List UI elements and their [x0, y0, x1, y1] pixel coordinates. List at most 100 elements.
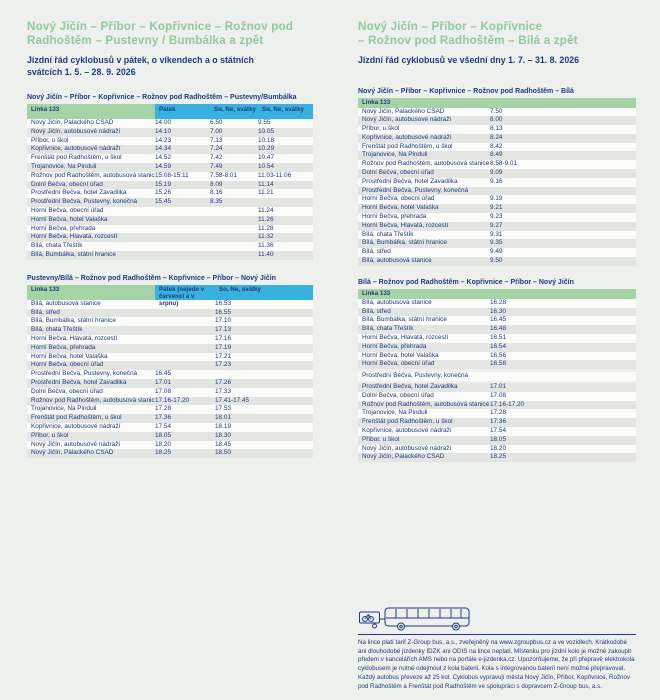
station-cell: Bílá, Bumbálka, státní hranice	[31, 317, 116, 325]
table-row: Nový Jičín, Palackého ČSAD 18.25	[358, 453, 636, 463]
time-cell: 18.20	[155, 440, 171, 448]
time-cell: 8.42	[490, 142, 503, 150]
time-cell: 11.24	[258, 206, 274, 214]
time-cell: 17.28	[155, 405, 171, 413]
table-row: Horní Bečva, přehrada 17.19	[27, 343, 313, 353]
time-cell: 17.23	[215, 361, 231, 369]
time-cell: 9.31	[490, 230, 503, 238]
column-header: So, Ne, svátky	[210, 104, 258, 119]
time-cell: 18.01	[215, 414, 231, 422]
time-cell: 14.23	[155, 136, 171, 144]
table-row: Nový Jičín, Palackého ČSAD 18.25 18.50	[27, 449, 313, 459]
table-row: Bílá, Bumbálka, státní hranice 17.10	[27, 317, 313, 327]
time-cell: 18.30	[215, 431, 231, 439]
time-cell: 9.27	[490, 221, 503, 229]
time-cell: 16.56	[490, 351, 506, 359]
time-cell: 17.36	[490, 418, 506, 426]
station-cell: Trojanovice, Na Pinduli	[362, 409, 428, 417]
table-row: Horní Bečva, obecní úřad 17.23	[27, 361, 313, 371]
station-cell: Prostřední Bečva, hotel Zavadilka	[31, 189, 127, 197]
table-row: Prostřední Bečva, Pustevny, konečná 16.45	[27, 370, 313, 379]
time-cell: 18.25	[490, 453, 506, 461]
table-row: Dolní Bečva, obecní úřad 15.19 8.09 11.14	[27, 180, 313, 190]
table-row: Bílá, autobusová stanice 9.50	[358, 257, 636, 266]
time-cell: 15.19	[155, 180, 171, 188]
table-row: Frenštát pod Radhoštěm, u škol 14.52 7.42 1…	[27, 154, 313, 163]
time-cell: 9.49	[490, 248, 503, 256]
table-row: Kopřivnice, autobusové nádraží 17.54	[358, 427, 636, 436]
station-cell: Horní Bečva, hotel Valaška	[362, 204, 439, 212]
time-cell: 8.49	[490, 151, 503, 159]
time-cell: 17.53	[215, 405, 231, 413]
time-cell: 15.26	[155, 189, 171, 197]
left-schedule-subtitle: Jízdní řád cyklobusů v pátek, o víkendec…	[27, 55, 254, 77]
table-row: Bílá, střed 16.30	[358, 307, 636, 317]
table-row: Trojanovice, Na Pinduli 17.28	[358, 409, 636, 419]
time-cell: 11.32	[258, 233, 274, 241]
station-cell: Prostřední Bečva, Pustevny, konečná	[31, 198, 138, 206]
time-cell: 10.54	[258, 162, 274, 170]
column-header: Pátek	[155, 104, 210, 119]
tariff-note: Na lince platí tarif Z-Group bus, a.s., …	[358, 639, 635, 690]
time-cell: 17.01	[155, 378, 171, 386]
table-row: Dolní Bečva, obecní úřad 17.08 17.33	[27, 387, 313, 397]
table-row: Horní Bečva, přehrada 16.54	[358, 342, 636, 352]
footer: Na lince platí tarif Z-Group bus, a.s., …	[358, 606, 636, 691]
time-cell: 11.14	[258, 180, 274, 188]
table-row: Rožnov pod Radhoštěm, autobusová stanice…	[358, 400, 636, 410]
time-cell: 17.16-17.20	[155, 396, 190, 404]
right-column: Nový Jičín – Příbor – Kopřivnice – Rožno…	[358, 20, 636, 463]
timetable-return-weekend: Pustevny/Bílá – Rožnov pod Radhoštěm – K…	[27, 274, 313, 459]
table-row: Bílá, Bumbálka, státní hranice 9.35	[358, 239, 636, 249]
table-row: Bílá, autobusová stanice 16.53	[27, 299, 313, 309]
station-cell: Horní Bečva, Hlavatá, rozcestí	[31, 233, 118, 241]
time-cell: 14.10	[155, 127, 171, 135]
column-header: So, Ne, svátky	[215, 284, 313, 300]
table-row: Nový Jičín, Palackého ČSAD 14.00 6.50 9.55	[27, 119, 313, 128]
time-cell: 16.53	[215, 299, 231, 307]
right-schedule-subtitle: Jízdní řád cyklobusů ve všední dny 1. 7.…	[358, 55, 580, 65]
line-badge: Linka 133	[27, 284, 155, 300]
time-cell: 8.13	[490, 125, 503, 133]
station-cell: Dolní Bečva, obecní úřad	[362, 169, 434, 177]
table-caption: Pustevny/Bílá – Rožnov pod Radhoštěm – K…	[27, 274, 276, 282]
station-cell: Bílá, Bumbálka, státní hranice	[31, 250, 116, 258]
station-cell: Horní Bečva, hotel Valaška	[362, 351, 439, 359]
time-cell: 11.36	[258, 242, 274, 250]
table-row: Bílá, Bumbálka, státní hranice 11.40	[27, 250, 313, 260]
station-cell: Nový Jičín, Palackého ČSAD	[362, 107, 445, 115]
time-cell: 17.19	[215, 343, 231, 351]
table-row: Nový Jičín, autobusové nádraží 18.20	[358, 444, 636, 454]
table-row: Horní Bečva, obecní úřad 16.58	[358, 360, 636, 370]
time-cell: 17.54	[490, 427, 506, 434]
table-row: Bílá, chata Třeštík 16.48	[358, 325, 636, 335]
time-cell: 7.50	[490, 107, 503, 115]
table-row: Trojanovice, Na Pinduli 8.49	[358, 151, 636, 161]
line-badge: Linka 133	[358, 97, 636, 108]
table-row: Bílá, chata Třeštík 17.13	[27, 326, 313, 335]
time-cell: 17.13	[215, 326, 231, 334]
station-cell: Nový Jičín, Palackého ČSAD	[31, 449, 114, 457]
time-cell: 17.36	[155, 414, 171, 422]
table-row: Příbor, u škol 18.05	[358, 435, 636, 445]
time-cell: 16.54	[490, 342, 506, 350]
station-cell: Příbor, u škol	[31, 136, 69, 144]
time-cell: 17.10	[215, 317, 231, 325]
station-cell: Rožnov pod Radhoštěm, autobusová stanice	[31, 396, 155, 404]
station-cell: Horní Bečva, přehrada	[31, 343, 96, 351]
station-cell: Rožnov pod Radhoštěm, autobusová stanice	[31, 171, 155, 179]
station-cell: Nový Jičín, autobusové nádraží	[31, 440, 121, 448]
table-row: Bílá, chata Třeštík 11.36	[27, 242, 313, 251]
table-header: Linka 133	[358, 288, 636, 299]
table-row: Příbor, u škol 8.13	[358, 125, 636, 134]
time-cell: 18.05	[155, 431, 171, 439]
station-cell: Trojanovice, Na Pinduli	[362, 151, 428, 159]
time-cell: 18.50	[215, 449, 231, 457]
time-cell: 7.00	[210, 127, 223, 135]
station-cell: Kopřivnice, autobusové nádraží	[31, 145, 121, 153]
time-cell: 16.48	[490, 325, 506, 333]
table-caption: Nový Jičín – Příbor – Kopřivnice – Rožno…	[358, 87, 574, 95]
table-header: Linka 133	[358, 97, 636, 108]
station-cell: Dolní Bečva, obecní úřad	[31, 180, 103, 188]
